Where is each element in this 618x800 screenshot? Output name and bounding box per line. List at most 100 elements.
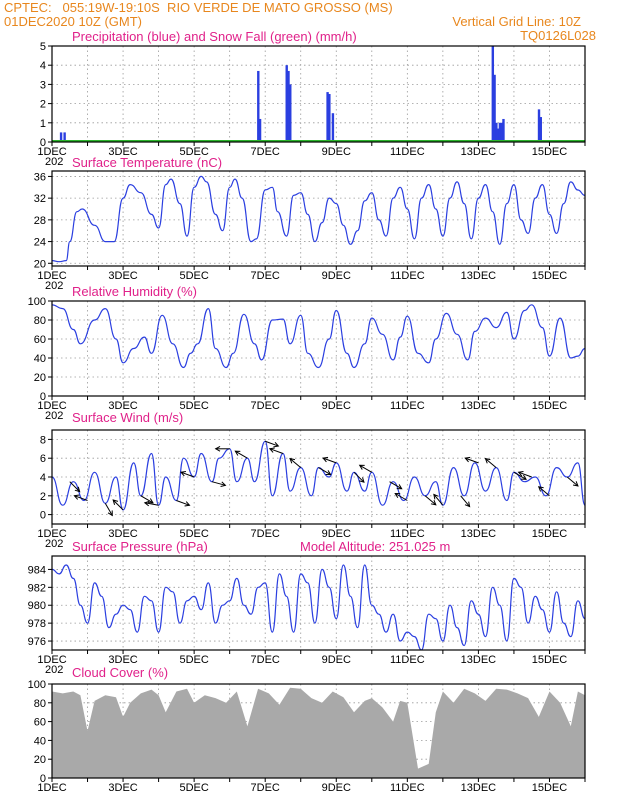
header-line-2: 01DEC2020 10Z (GMT) [4,14,142,29]
panel-cloud: 0 20 40 60 80 100 1DEC 3DEC 5DEC 7DEC 9DEC 11DEC 13D… [28,665,586,794]
wind-arrow-shaft [566,476,579,487]
wind-arrow [104,503,113,517]
x-tick-label: 5DEC [179,782,208,794]
y-tick-label: 2 [40,491,46,503]
y-tick-label: 80 [34,315,46,327]
x-year-label: 202 [45,410,63,422]
wind-arrow [484,457,497,468]
x-tick-label: 15DEC [532,528,568,540]
x-tick-label: 13DEC [461,400,497,412]
wind-arrow [140,495,154,504]
wind-arrow-shaft [211,481,226,486]
panel-frame [51,170,586,267]
wind-arrow-head [358,477,365,483]
y-tick-label: 80 [34,698,46,710]
wind-arrow-head [234,450,241,456]
x-tick-label: 3DEC [108,528,137,540]
wind-arrow-shaft [140,495,154,504]
wind-arrow [265,440,280,448]
x-tick-label: 13DEC [461,528,497,540]
x-tick-label: 9DEC [322,400,351,412]
wind-arrow [69,481,81,493]
precip-bar [537,109,541,142]
x-tick-label: 15DEC [532,654,568,666]
wind-arrow-shaft [513,471,527,480]
temp-line [52,175,585,263]
panel-title-temp: Surface Temperature (nC) [72,155,222,170]
x-tick-label: 13DEC [461,654,497,666]
wind-arrow-head [112,499,119,505]
y-tick-label: 3 [40,79,46,91]
y-tick-label: 978 [28,618,46,630]
x-tick-label: 1DEC [37,528,66,540]
wind-arrow [322,456,337,464]
wind-arrow-shaft [289,458,302,468]
y-tick-label: 976 [28,636,46,648]
wind-arrow-head [143,500,150,507]
y-tick-label: 982 [28,582,46,594]
wind-arrow-shaft [433,494,444,506]
wind-arrow-shaft [485,458,497,468]
wind-arrow [424,495,437,506]
x-year-label: 202 [45,664,63,676]
wind-arrow-shaft [235,450,248,459]
x-tick-label: 1DEC [37,400,66,412]
y-tick-label: 20 [34,372,46,384]
x-tick-label: 13DEC [461,782,497,794]
x-tick-label: 7DEC [251,270,280,282]
wind-arrow-shaft [265,440,279,447]
wind-arrow-head [537,486,544,492]
model-altitude-label: Model Altitude: 251.025 m [300,539,450,554]
panel-precip: 0 1 2 3 4 5 1DEC 3DEC 5DEC 7DEC 9DEC 11DEC 13DEC 15DE… [37,29,586,168]
x-tick-label: 7DEC [251,782,280,794]
wind-arrow [234,450,248,459]
wind-arrow [537,486,550,497]
wind-arrow-head [572,481,579,487]
x-tick-label: 3DEC [108,782,137,794]
y-tick-label: 28 [34,215,46,227]
wind-arrow-shaft [394,493,408,501]
y-tick-label: 4 [40,472,46,484]
wind-arrow [433,493,444,506]
x-tick-label: 13DEC [461,146,497,158]
wind-arrow [517,470,532,478]
y-tick-label: 2 [40,99,46,111]
wind-arrow [143,500,159,507]
x-tick-label: 15DEC [532,270,568,282]
y-tick-label: 984 [28,564,46,576]
precip-bar [539,117,542,142]
precip-bar [63,132,66,142]
panel-title-rh: Relative Humidity (%) [72,284,197,299]
x-year-label: 202 [45,280,63,292]
panel-title-pres: Surface Pressure (hPa) [72,539,208,554]
wind-arrow-head [73,494,80,500]
x-tick-label: 5DEC [179,270,208,282]
x-tick-label: 11DEC [390,654,425,666]
x-tick-label: 7DEC [251,400,280,412]
wind-arrow [211,481,227,487]
wind-arrow-head [273,441,280,448]
wind-arrow-head [394,492,401,499]
wind-arrow [268,447,284,454]
x-tick-label: 7DEC [251,528,280,540]
x-tick-label: 5DEC [179,400,208,412]
panel-frame [51,683,586,779]
wind-arrow [358,464,373,473]
wind-arrow-head [464,456,471,463]
x-tick-label: 11DEC [390,146,425,158]
y-tick-label: 6 [40,453,46,465]
wind-arrow [112,499,124,511]
wind-arrow-shaft [322,457,337,464]
wind-arrow [464,456,479,464]
precip-bar [498,122,502,142]
wind-arrow-head [147,498,154,504]
x-tick-label: 3DEC [108,654,137,666]
x-tick-label: 7DEC [251,146,280,158]
precip-bar [491,46,495,142]
x-tick-label: 3DEC [108,400,137,412]
wind-arrow-head [325,470,332,476]
x-tick-label: 15DEC [532,782,568,794]
x-tick-label: 1DEC [37,270,66,282]
precip-bar [495,122,498,142]
wind-arrow [513,471,527,480]
